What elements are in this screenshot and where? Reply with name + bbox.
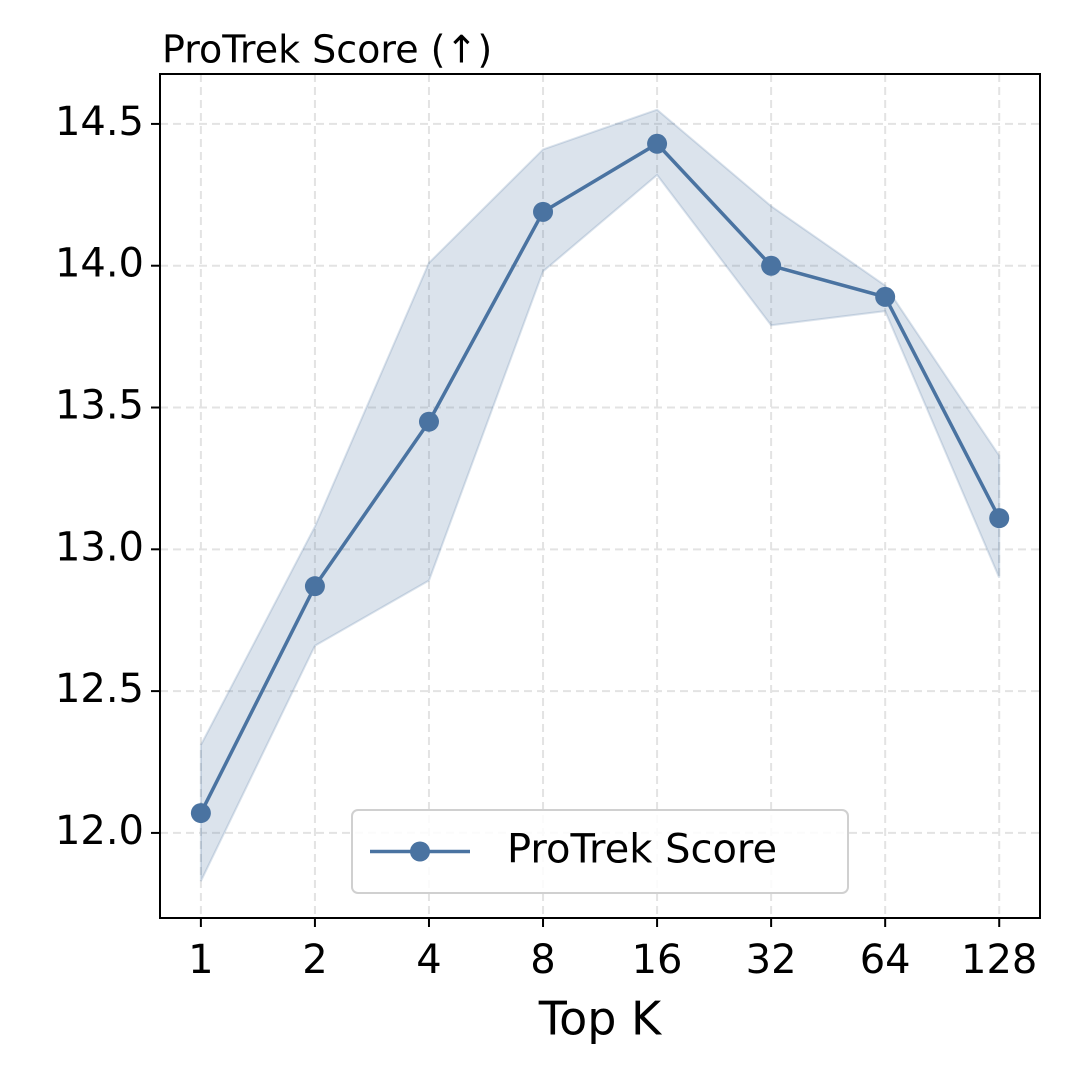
plot-frame: [159, 73, 1041, 919]
legend-box: [351, 809, 849, 894]
x-axis-label: Top K: [538, 992, 663, 1046]
point: [761, 255, 782, 276]
x-tick-label: 2: [302, 937, 327, 983]
x-tick-label: 16: [632, 937, 683, 983]
x-tick-label: 32: [746, 937, 797, 983]
point: [190, 803, 211, 824]
point: [533, 201, 554, 222]
x-tick-label: 128: [961, 937, 1037, 983]
x-tick-label: 1: [188, 937, 213, 983]
y-tick-label: 13.5: [55, 383, 144, 429]
legend: ProTrek Score: [351, 809, 849, 894]
x-tick-label: 8: [530, 937, 555, 983]
y-tick-label: 13.0: [55, 524, 144, 570]
legend-marker: [410, 841, 430, 862]
point: [875, 286, 896, 307]
point: [304, 576, 325, 597]
error-band: [199, 108, 1001, 882]
y-tick-label: 14.5: [55, 99, 144, 145]
point: [647, 133, 668, 154]
point: [989, 508, 1010, 529]
line: [199, 141, 1001, 814]
x-tick-label: 64: [860, 937, 911, 983]
y-tick-label: 12.5: [55, 666, 144, 712]
chart-title: ProTrek Score (↑): [162, 28, 492, 72]
grid: [160, 74, 1040, 918]
y-tick-label: 12.0: [55, 808, 144, 854]
legend-label: ProTrek Score: [507, 827, 777, 873]
x-tick-label: 4: [416, 937, 441, 983]
point: [418, 411, 439, 432]
y-tick-label: 14.0: [55, 241, 144, 287]
